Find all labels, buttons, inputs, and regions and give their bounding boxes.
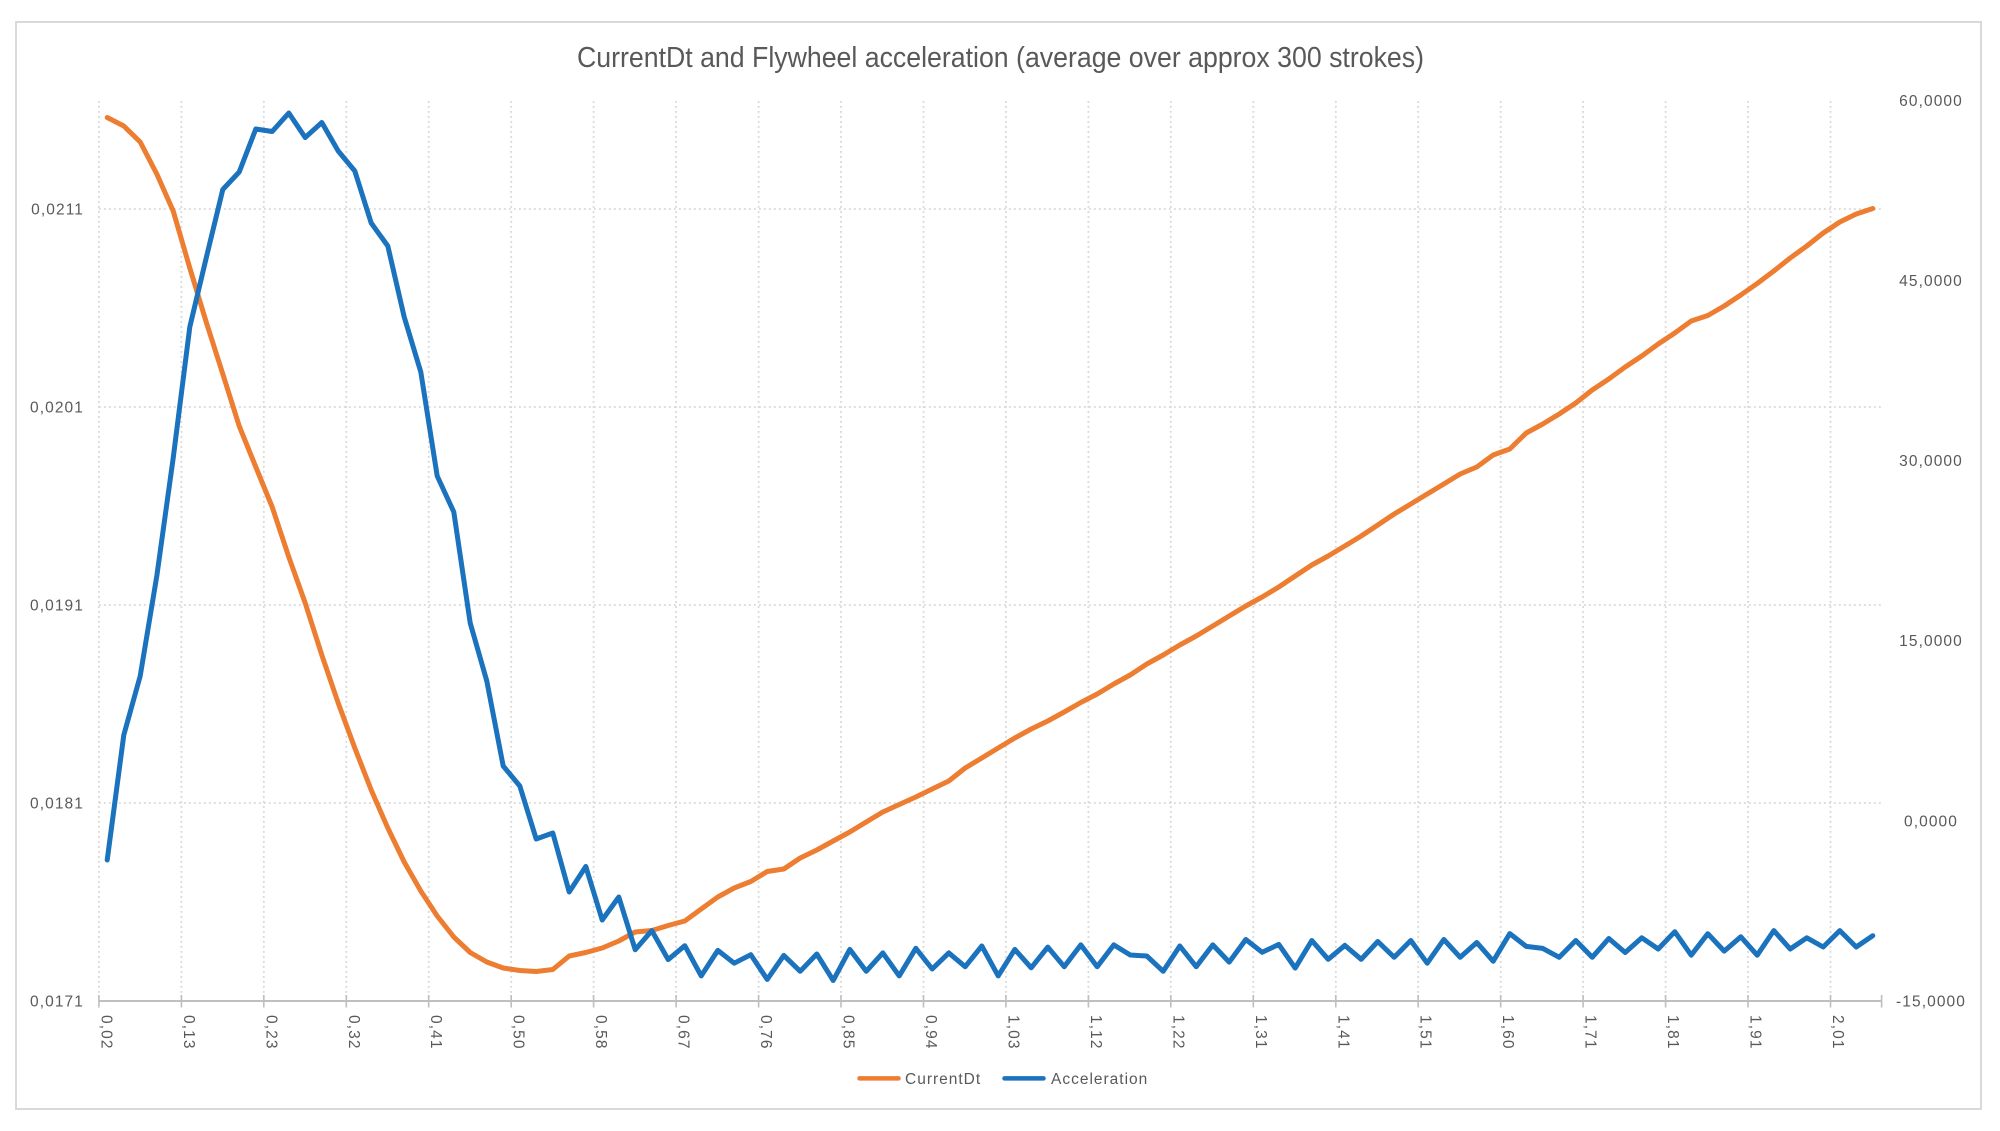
svg-text:2,01: 2,01 [1829,1015,1846,1050]
svg-text:-15,0000: -15,0000 [1896,994,1966,1011]
svg-text:1,60: 1,60 [1499,1015,1516,1050]
svg-text:0,0181: 0,0181 [30,796,84,813]
svg-text:0,23: 0,23 [262,1015,279,1050]
svg-text:0,02: 0,02 [97,1015,114,1050]
svg-text:0,67: 0,67 [675,1015,692,1050]
svg-text:0,76: 0,76 [757,1015,774,1050]
svg-text:0,58: 0,58 [592,1015,609,1050]
svg-text:0,85: 0,85 [840,1015,857,1050]
svg-text:1,51: 1,51 [1417,1015,1434,1050]
svg-text:1,71: 1,71 [1582,1015,1599,1050]
svg-text:0,94: 0,94 [922,1015,939,1050]
svg-text:1,31: 1,31 [1252,1015,1269,1050]
svg-text:Acceleration: Acceleration [1051,1071,1148,1088]
svg-text:CurrentDt: CurrentDt [905,1071,981,1088]
svg-text:0,13: 0,13 [180,1015,197,1050]
svg-text:0,32: 0,32 [345,1015,362,1050]
svg-text:1,03: 1,03 [1004,1015,1021,1050]
svg-text:0,0000: 0,0000 [1904,813,1958,830]
svg-text:1,91: 1,91 [1747,1015,1764,1050]
svg-text:1,81: 1,81 [1664,1015,1681,1050]
svg-text:0,0211: 0,0211 [31,202,84,219]
svg-text:0,0171: 0,0171 [30,994,84,1011]
svg-text:15,0000: 15,0000 [1899,633,1963,650]
svg-text:0,50: 0,50 [510,1015,527,1050]
svg-text:1,41: 1,41 [1334,1015,1351,1050]
svg-text:0,0191: 0,0191 [30,598,84,615]
svg-text:45,0000: 45,0000 [1899,273,1963,290]
svg-text:0,41: 0,41 [427,1015,444,1050]
svg-text:1,22: 1,22 [1169,1015,1186,1050]
svg-text:0,0201: 0,0201 [30,400,84,417]
svg-text:1,12: 1,12 [1087,1015,1104,1050]
svg-text:30,0000: 30,0000 [1899,453,1963,470]
svg-text:CurrentDt and Flywheel acceler: CurrentDt and Flywheel acceleration (ave… [577,42,1424,74]
svg-text:60,0000: 60,0000 [1899,93,1963,110]
